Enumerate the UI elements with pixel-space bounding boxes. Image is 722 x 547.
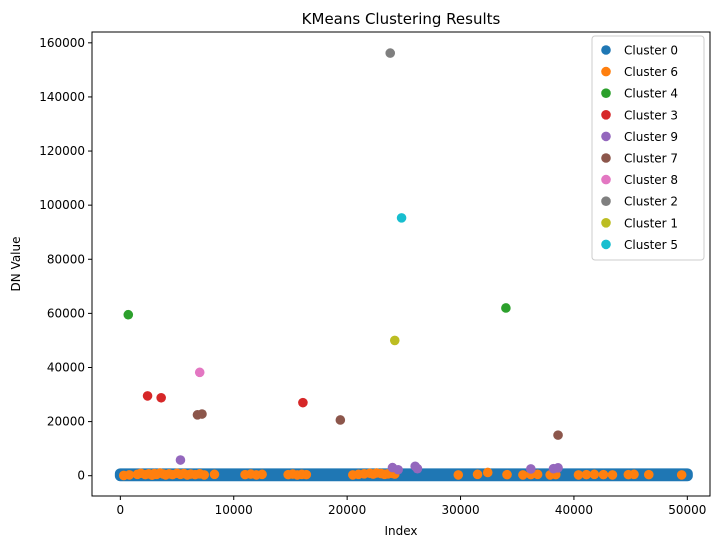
data-point: [589, 469, 600, 480]
data-point: [194, 367, 205, 378]
x-tick-label: 50000: [668, 503, 706, 517]
data-point: [598, 469, 609, 480]
legend-marker: [601, 196, 611, 206]
data-point: [257, 469, 267, 480]
x-axis-label: Index: [384, 524, 417, 538]
data-point: [643, 469, 654, 480]
series-cluster-4: [123, 303, 511, 320]
data-point: [156, 392, 166, 403]
data-point: [472, 469, 483, 480]
data-point: [298, 397, 308, 408]
legend-marker: [601, 153, 611, 163]
y-tick-label: 120000: [39, 144, 85, 158]
legend-label: Cluster 5: [624, 238, 678, 252]
data-point: [526, 464, 536, 474]
legend-marker: [601, 218, 611, 228]
legend-box: [591, 35, 705, 261]
series-cluster-8: [194, 367, 205, 378]
data-point: [501, 303, 511, 313]
series-cluster-3: [142, 391, 308, 408]
plot-frame: [91, 31, 711, 497]
legend-label: Cluster 0: [624, 44, 678, 58]
x-tick-label: 0: [117, 503, 125, 517]
y-tick-label: 140000: [39, 90, 85, 104]
data-point: [142, 391, 153, 401]
x-tick-label: 40000: [555, 503, 593, 517]
data-point: [199, 470, 210, 480]
data-point: [482, 467, 493, 478]
data-point: [389, 335, 400, 346]
data-point: [581, 469, 592, 480]
legend-marker: [601, 110, 611, 120]
series-cluster-6: [118, 467, 687, 481]
data-point: [385, 48, 396, 58]
legend-label: Cluster 6: [624, 65, 678, 79]
legend-marker: [601, 66, 611, 77]
data-point: [209, 469, 220, 480]
legend-marker: [601, 45, 611, 55]
data-point: [553, 463, 563, 473]
y-tick-label: 160000: [39, 36, 85, 50]
data-point: [502, 469, 512, 480]
y-tick-label: 0: [77, 469, 85, 483]
data-point: [124, 470, 135, 480]
data-point: [393, 464, 403, 475]
legend-label: Cluster 1: [624, 216, 678, 230]
legend-marker: [601, 131, 611, 142]
data-point: [396, 213, 407, 223]
legend-marker: [601, 88, 611, 98]
y-tick-label: 60000: [47, 306, 85, 320]
x-tick-label: 30000: [441, 503, 479, 517]
data-point: [123, 309, 134, 320]
legend-marker: [601, 174, 611, 185]
legend-marker: [601, 239, 611, 250]
data-point: [629, 469, 639, 480]
series-cluster-9: [175, 455, 563, 475]
legend: Cluster 0 Cluster 6 Cluster 4 Cluster 3 Clus…: [591, 35, 705, 261]
x-axis: 0 10000 20000 30000 40000 50000: [117, 496, 706, 517]
series-cluster-2: [385, 48, 396, 58]
y-axis-label: DN Value: [9, 237, 23, 292]
plot-area: [114, 48, 693, 482]
data-point: [301, 469, 312, 480]
data-point: [532, 469, 543, 480]
data-point: [453, 470, 464, 480]
x-tick-label: 10000: [215, 503, 253, 517]
data-point: [553, 430, 563, 440]
data-point: [573, 470, 584, 480]
legend-label: Cluster 9: [624, 130, 678, 144]
data-point: [412, 463, 423, 474]
chart-title: KMeans Clustering Results: [302, 10, 501, 28]
data-point: [607, 470, 618, 480]
data-point: [175, 455, 186, 465]
y-tick-label: 100000: [39, 198, 85, 212]
y-tick-label: 40000: [47, 360, 85, 374]
y-tick-label: 20000: [47, 415, 85, 429]
data-point: [335, 415, 346, 425]
series-cluster-1: [389, 335, 400, 346]
series-cluster-7: [192, 409, 563, 440]
data-point: [676, 470, 687, 480]
y-tick-label: 80000: [47, 252, 85, 266]
legend-label: Cluster 2: [624, 195, 678, 209]
series-cluster-5: [396, 213, 407, 223]
legend-label: Cluster 7: [624, 152, 678, 166]
data-point: [197, 409, 207, 419]
legend-label: Cluster 8: [624, 173, 678, 187]
data-point: [518, 470, 528, 480]
x-tick-label: 20000: [328, 503, 366, 517]
legend-label: Cluster 4: [624, 87, 678, 101]
legend-label: Cluster 3: [624, 108, 678, 122]
y-axis: 0 20000 40000 60000 80000 100000 120000 140000 1…: [39, 36, 92, 483]
